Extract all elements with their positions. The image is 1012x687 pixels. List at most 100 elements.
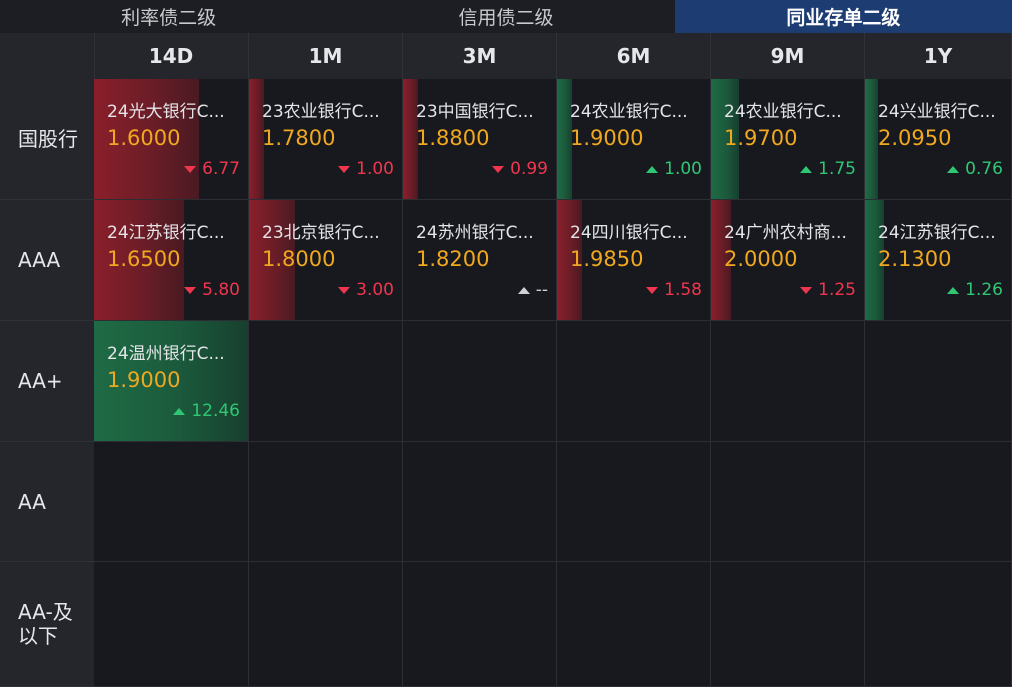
change-value: 1.75 (800, 159, 856, 179)
quote-cell[interactable]: 23中国银行C... 1.8800 0.99 (403, 79, 557, 200)
empty-cell (94, 562, 249, 687)
yield-value: 1.9850 (570, 247, 644, 271)
empty-cell (711, 442, 865, 562)
bond-name: 23中国银行C... (416, 102, 534, 122)
triangle-down-icon (338, 165, 351, 173)
change-heat-bar (711, 79, 739, 199)
quote-cell[interactable]: 24温州银行C... 1.9000 12.46 (94, 321, 249, 442)
column-header-1y: 1Y (865, 33, 1012, 79)
yield-value: 1.8000 (262, 247, 336, 271)
bond-name: 24兴业银行C... (878, 102, 996, 122)
change-heat-bar (557, 200, 582, 320)
bond-name: 24江苏银行C... (878, 223, 996, 243)
empty-cell (865, 562, 1012, 687)
quote-cell[interactable]: 24江苏银行C... 1.6500 5.80 (94, 200, 249, 321)
change-value: 1.00 (338, 159, 394, 179)
yield-value: 1.9700 (724, 126, 798, 150)
triangle-down-icon (646, 286, 659, 294)
tab-bar: 利率债二级 信用债二级 同业存单二级 (0, 0, 1012, 33)
change-value: 1.26 (947, 280, 1003, 300)
quote-cell[interactable]: 23北京银行C... 1.8000 3.00 (249, 200, 403, 321)
bond-name: 24农业银行C... (570, 102, 688, 122)
quote-cell[interactable]: 24农业银行C... 1.9000 1.00 (557, 79, 711, 200)
tab-rate-bonds[interactable]: 利率债二级 (121, 7, 217, 29)
change-text: 12.46 (191, 401, 240, 421)
yield-value: 1.6500 (107, 247, 181, 271)
change-heat-bar (249, 200, 295, 320)
change-text: 1.26 (965, 280, 1003, 300)
empty-cell (249, 442, 403, 562)
quote-matrix: 14D 1M 3M 6M 9M 1Y 国股行 24光大银行C... 1.6000 6.77 23农业… (0, 33, 1012, 687)
empty-cell (865, 442, 1012, 562)
bond-name: 24农业银行C... (724, 102, 842, 122)
triangle-up-icon (517, 286, 530, 294)
yield-value: 2.0000 (724, 247, 798, 271)
yield-value: 2.0950 (878, 126, 952, 150)
tab-ncd[interactable]: 同业存单二级 (674, 0, 1012, 33)
triangle-down-icon (492, 165, 505, 173)
bond-name: 23农业银行C... (262, 102, 380, 122)
change-text: 1.00 (664, 159, 702, 179)
empty-cell (249, 562, 403, 687)
change-text: 1.25 (818, 280, 856, 300)
empty-cell (94, 442, 249, 562)
triangle-up-icon (947, 286, 960, 294)
change-heat-bar (94, 79, 199, 199)
column-header-row (0, 33, 1012, 79)
bond-name: 24四川银行C... (570, 223, 688, 243)
triangle-down-icon (800, 286, 813, 294)
quote-cell[interactable]: 24兴业银行C... 2.0950 0.76 (865, 79, 1012, 200)
yield-value: 2.1300 (878, 247, 952, 271)
row-header: AA-及以下 (0, 562, 94, 687)
change-value: 1.00 (646, 159, 702, 179)
yield-value: 1.9000 (107, 368, 181, 392)
change-value: 6.77 (184, 159, 240, 179)
quote-cell[interactable]: 24苏州银行C... 1.8200 -- (403, 200, 557, 321)
empty-cell (557, 442, 711, 562)
column-header-3m: 3M (403, 33, 557, 79)
yield-value: 1.9000 (570, 126, 644, 150)
column-header-6m: 6M (557, 33, 711, 79)
change-heat-bar (865, 200, 884, 320)
tab-credit-bonds[interactable]: 信用债二级 (458, 7, 554, 29)
quote-cell[interactable]: 24农业银行C... 1.9700 1.75 (711, 79, 865, 200)
quote-cell[interactable]: 24广州农村商... 2.0000 1.25 (711, 200, 865, 321)
change-value: 12.46 (173, 401, 240, 421)
change-text: 1.75 (818, 159, 856, 179)
bond-name: 24江苏银行C... (107, 223, 225, 243)
yield-value: 1.6000 (107, 126, 181, 150)
empty-cell (557, 562, 711, 687)
triangle-down-icon (338, 286, 351, 294)
change-text: 0.99 (510, 159, 548, 179)
column-header-9m: 9M (711, 33, 865, 79)
change-heat-bar (249, 79, 264, 199)
change-value: 3.00 (338, 280, 394, 300)
change-value: 5.80 (184, 280, 240, 300)
row-header: AAA (0, 200, 94, 321)
empty-cell (711, 321, 865, 442)
triangle-up-icon (173, 407, 186, 415)
empty-cell (403, 321, 557, 442)
quote-cell[interactable]: 24江苏银行C... 2.1300 1.26 (865, 200, 1012, 321)
change-heat-bar (94, 321, 248, 441)
bond-name: 24广州农村商... (724, 223, 847, 243)
triangle-down-icon (184, 286, 197, 294)
change-value: 1.25 (800, 280, 856, 300)
change-value: 1.58 (646, 280, 702, 300)
quote-cell[interactable]: 23农业银行C... 1.7800 1.00 (249, 79, 403, 200)
bond-name: 24苏州银行C... (416, 223, 534, 243)
change-value: 0.99 (492, 159, 548, 179)
change-value: -- (517, 280, 548, 300)
triangle-up-icon (646, 165, 659, 173)
corner-cell (0, 33, 95, 79)
change-text: 5.80 (202, 280, 240, 300)
change-text: 3.00 (356, 280, 394, 300)
empty-cell (249, 321, 403, 442)
quote-cell[interactable]: 24四川银行C... 1.9850 1.58 (557, 200, 711, 321)
change-heat-bar (403, 79, 418, 199)
yield-value: 1.7800 (262, 126, 336, 150)
change-heat-bar (94, 200, 184, 320)
quote-cell[interactable]: 24光大银行C... 1.6000 6.77 (94, 79, 249, 200)
empty-cell (865, 321, 1012, 442)
triangle-down-icon (184, 165, 197, 173)
